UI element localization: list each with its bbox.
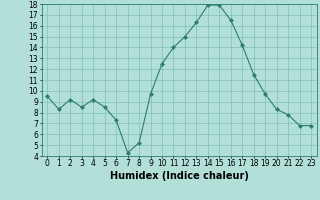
X-axis label: Humidex (Indice chaleur): Humidex (Indice chaleur)	[110, 171, 249, 181]
